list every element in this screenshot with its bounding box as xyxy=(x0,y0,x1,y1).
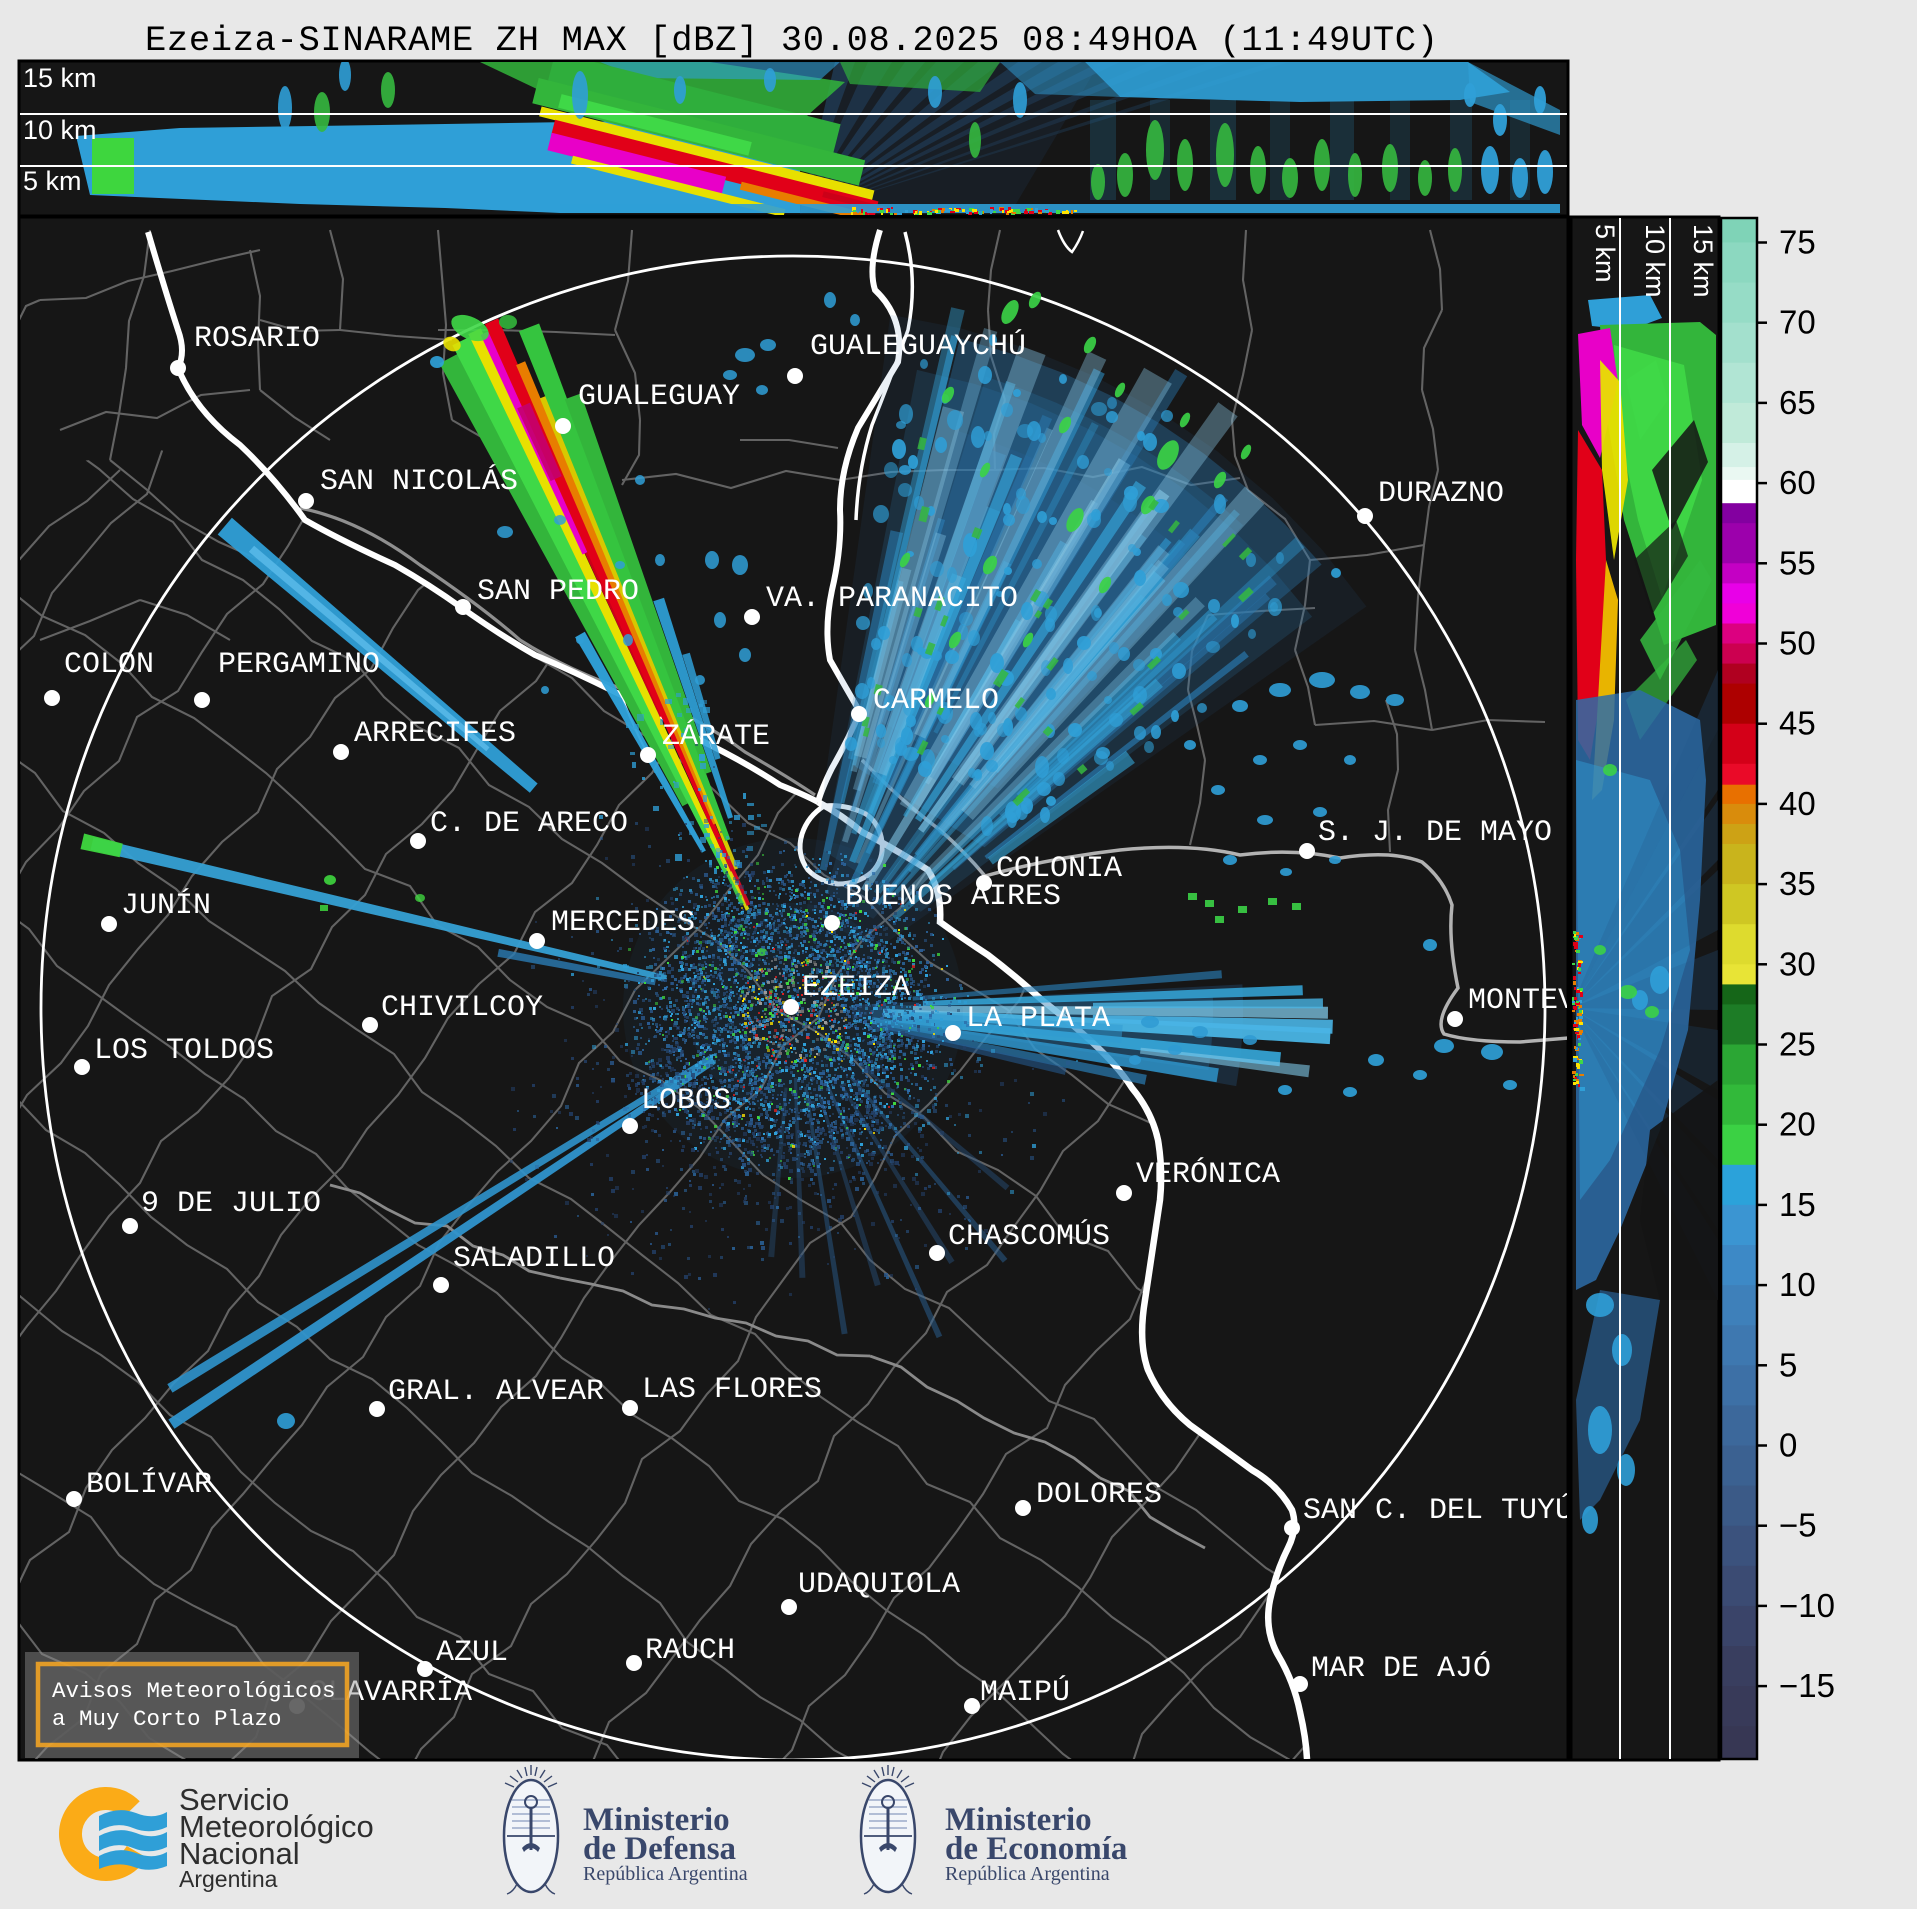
svg-text:15 km: 15 km xyxy=(23,63,97,93)
svg-text:50: 50 xyxy=(1779,625,1816,662)
svg-text:MONTEVIDEO: MONTEVIDEO xyxy=(1468,984,1648,1018)
svg-text:SAN C. DEL TUYÚ: SAN C. DEL TUYÚ xyxy=(1303,1493,1573,1528)
svg-text:40: 40 xyxy=(1779,785,1816,822)
svg-text:Ezeiza-SINARAME ZH MAX [dBZ] 3: Ezeiza-SINARAME ZH MAX [dBZ] 30.08.2025 … xyxy=(145,20,1438,61)
svg-text:República Argentina: República Argentina xyxy=(945,1863,1110,1885)
svg-text:SAN NICOLÁS: SAN NICOLÁS xyxy=(320,464,518,499)
svg-text:UDAQUIOLA: UDAQUIOLA xyxy=(798,1568,960,1602)
svg-text:a Muy Corto Plazo: a Muy Corto Plazo xyxy=(52,1706,282,1732)
svg-text:GUALEGUAY: GUALEGUAY xyxy=(578,380,740,414)
svg-text:75: 75 xyxy=(1779,224,1816,261)
svg-text:65: 65 xyxy=(1779,384,1816,421)
svg-text:S. J. DE MAYO: S. J. DE MAYO xyxy=(1318,816,1552,850)
svg-text:MAIPÚ: MAIPÚ xyxy=(980,1675,1070,1710)
svg-text:15 km: 15 km xyxy=(1688,224,1718,298)
svg-text:ZÁRATE: ZÁRATE xyxy=(662,719,770,754)
svg-text:COLONIA: COLONIA xyxy=(996,852,1122,886)
svg-text:−5: −5 xyxy=(1779,1507,1817,1544)
svg-text:CHASCOMÚS: CHASCOMÚS xyxy=(948,1219,1110,1254)
svg-text:Argentina: Argentina xyxy=(179,1866,278,1892)
svg-text:ROSARIO: ROSARIO xyxy=(194,322,320,356)
svg-text:DURAZNO: DURAZNO xyxy=(1378,477,1504,511)
svg-text:COLON: COLON xyxy=(64,648,154,682)
svg-text:LAS FLORES: LAS FLORES xyxy=(642,1373,822,1407)
svg-text:JUNÍN: JUNÍN xyxy=(121,888,211,923)
svg-text:de Economía: de Economía xyxy=(945,1831,1127,1867)
svg-text:LOS TOLDOS: LOS TOLDOS xyxy=(94,1034,274,1068)
svg-text:EZEIZA: EZEIZA xyxy=(802,971,910,1005)
svg-text:CARMELO: CARMELO xyxy=(873,684,999,718)
svg-text:GUALEGUAYCHÚ: GUALEGUAYCHÚ xyxy=(810,329,1026,364)
svg-text:55: 55 xyxy=(1779,544,1816,581)
svg-text:ARRECIFES: ARRECIFES xyxy=(354,717,516,751)
svg-text:5 km: 5 km xyxy=(1590,224,1620,283)
svg-text:RAUCH: RAUCH xyxy=(645,1634,735,1668)
svg-text:10: 10 xyxy=(1779,1266,1816,1303)
svg-text:LOBOS: LOBOS xyxy=(641,1084,731,1118)
svg-text:35: 35 xyxy=(1779,865,1816,902)
svg-text:10 km: 10 km xyxy=(23,115,97,145)
svg-text:Meteorológico: Meteorológico xyxy=(179,1809,374,1844)
svg-text:30: 30 xyxy=(1779,945,1816,982)
svg-text:−15: −15 xyxy=(1779,1667,1835,1704)
svg-text:45: 45 xyxy=(1779,705,1816,742)
svg-text:5: 5 xyxy=(1779,1346,1797,1383)
svg-text:VERÓNICA: VERÓNICA xyxy=(1136,1157,1280,1192)
svg-text:15: 15 xyxy=(1779,1186,1816,1223)
svg-text:5 km: 5 km xyxy=(23,166,82,196)
svg-text:SALADILLO: SALADILLO xyxy=(453,1242,615,1276)
svg-text:9 DE JULIO: 9 DE JULIO xyxy=(141,1187,321,1221)
svg-text:VA. PARANACITO: VA. PARANACITO xyxy=(766,582,1018,616)
svg-text:Ministerio: Ministerio xyxy=(945,1802,1092,1838)
svg-text:Nacional: Nacional xyxy=(179,1836,300,1871)
svg-text:DOLORES: DOLORES xyxy=(1036,1478,1162,1512)
svg-text:70: 70 xyxy=(1779,304,1816,341)
svg-text:−10: −10 xyxy=(1779,1587,1835,1624)
svg-text:Servicio: Servicio xyxy=(179,1782,289,1817)
svg-text:República Argentina: República Argentina xyxy=(583,1863,748,1885)
svg-text:Avisos Meteorológicos: Avisos Meteorológicos xyxy=(52,1678,336,1704)
svg-text:BOLÍVAR: BOLÍVAR xyxy=(86,1467,212,1502)
svg-text:0: 0 xyxy=(1779,1427,1797,1464)
svg-text:60: 60 xyxy=(1779,464,1816,501)
svg-text:10 km: 10 km xyxy=(1640,224,1670,298)
svg-text:C. DE ARECO: C. DE ARECO xyxy=(430,807,628,841)
svg-text:SAN PEDRO: SAN PEDRO xyxy=(477,575,639,609)
svg-text:MERCEDES: MERCEDES xyxy=(551,906,695,940)
svg-text:MAR DE AJÓ: MAR DE AJÓ xyxy=(1311,1651,1491,1686)
svg-text:AZUL: AZUL xyxy=(436,1636,508,1670)
svg-text:CHIVILCOY: CHIVILCOY xyxy=(381,991,543,1025)
svg-text:BUENOS AIRES: BUENOS AIRES xyxy=(845,880,1061,914)
svg-text:de Defensa: de Defensa xyxy=(583,1831,736,1867)
svg-text:Ministerio: Ministerio xyxy=(583,1802,730,1838)
svg-text:20: 20 xyxy=(1779,1106,1816,1143)
svg-text:GRAL. ALVEAR: GRAL. ALVEAR xyxy=(388,1375,604,1409)
svg-text:PERGAMINO: PERGAMINO xyxy=(218,648,380,682)
svg-text:LA PLATA: LA PLATA xyxy=(966,1002,1110,1036)
svg-text:25: 25 xyxy=(1779,1026,1816,1063)
